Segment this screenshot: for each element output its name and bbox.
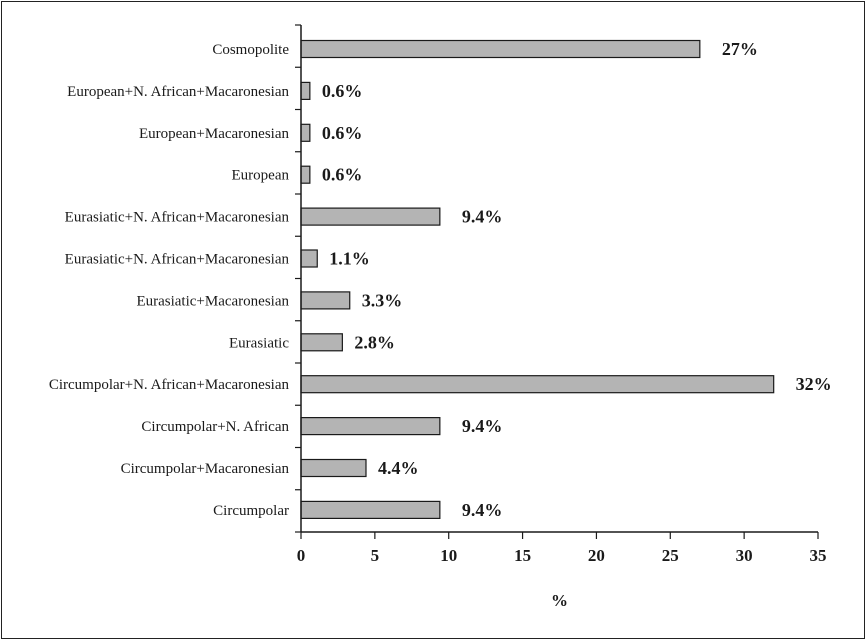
bar [300, 333, 343, 352]
x-tick-label: 20 [588, 546, 605, 565]
bar [300, 81, 311, 101]
category-labels-group: Cosmopolite European+N. African+Macarones… [49, 42, 290, 519]
category-label: Eurasiatic+Macaronesian [136, 293, 289, 309]
data-label: 0.6% [322, 123, 363, 143]
y-ticks-group [295, 24, 301, 533]
x-tick-label: 35 [810, 546, 827, 565]
category-label: European+N. African+Macaronesian [67, 84, 289, 100]
category-label: Circumpolar+N. African [141, 419, 289, 435]
bar [300, 417, 441, 436]
data-label: 9.4% [462, 416, 503, 436]
bar [300, 291, 351, 310]
bar [300, 458, 367, 478]
x-tick-label: 30 [736, 546, 753, 565]
bar [300, 123, 311, 142]
data-label: 3.3% [362, 290, 403, 310]
data-label: 2.8% [354, 332, 395, 352]
data-label: 32% [796, 374, 832, 394]
data-label: 1.1% [329, 249, 370, 269]
x-tick-label: 10 [440, 546, 457, 565]
category-label: Circumpolar [213, 503, 289, 519]
data-label: 0.6% [322, 81, 363, 101]
category-label: Eurasiatic+N. African+Macaronesian [65, 210, 290, 226]
data-label: 9.4% [462, 207, 503, 227]
bar [300, 375, 775, 394]
x-tick-label: 15 [514, 546, 531, 565]
x-tick-label: 5 [371, 546, 380, 565]
category-label: Eurasiatic [229, 335, 289, 351]
x-ticks-group: 0 5 10 15 20 25 30 35 [297, 532, 827, 565]
bars-group [300, 39, 775, 519]
x-tick-label: 0 [297, 546, 306, 565]
category-label: Eurasiatic+N. African+Macaronesian [65, 252, 290, 268]
data-labels-group: 27% 0.6% 0.6% 0.6% 9.4% 1.1% 3.3% 2.8% 32% 9.4% 4.… [322, 39, 832, 520]
bar [300, 39, 701, 59]
category-label: Cosmopolite [212, 42, 289, 58]
bar [300, 500, 441, 519]
x-tick-label: 25 [662, 546, 679, 565]
data-label: 9.4% [462, 500, 503, 520]
bar [300, 165, 311, 184]
category-label: Circumpolar+Macaronesian [121, 461, 290, 477]
data-label: 27% [722, 39, 758, 59]
category-label: European [232, 168, 290, 184]
bar [300, 249, 318, 268]
category-label: European+Macaronesian [139, 126, 290, 142]
data-label: 4.4% [378, 458, 419, 478]
bar [300, 207, 441, 226]
data-label: 0.6% [322, 165, 363, 185]
category-label: Circumpolar+N. African+Macaronesian [49, 377, 290, 393]
x-axis-title: % [551, 591, 568, 610]
